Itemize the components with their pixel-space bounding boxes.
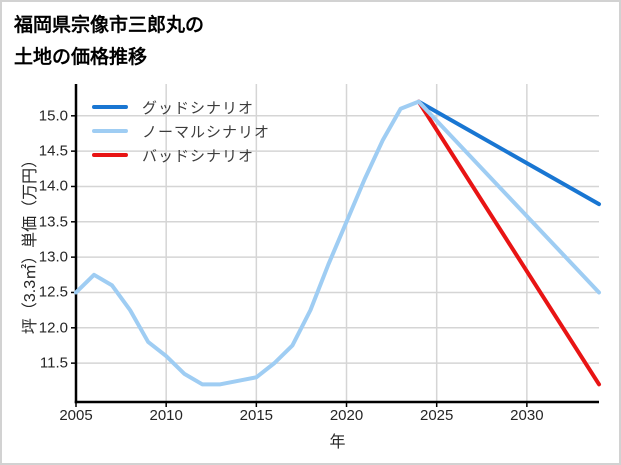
y-tick-label: 14.0 <box>38 177 68 195</box>
y-tick-label: 13.5 <box>38 213 68 231</box>
x-tick-label: 2025 <box>420 407 454 424</box>
legend-label: グッドシナリオ <box>142 99 255 117</box>
legend-swatch-normal-scenario <box>92 129 128 133</box>
y-tick-label: 12.5 <box>38 283 68 301</box>
x-tick-label: 2010 <box>149 407 183 424</box>
line-normal-scenario <box>74 99 601 387</box>
legend: グッドシナリオ ノーマルシナリオ バッドシナリオ <box>92 95 270 167</box>
x-tick-label: 2030 <box>510 407 544 424</box>
chart-title-line1: 福岡県宗像市三郎丸の <box>14 15 205 36</box>
x-tick-label: 2005 <box>59 407 93 424</box>
y-tick-label: 11.5 <box>39 354 68 372</box>
y-tick-label: 14.5 <box>38 142 68 160</box>
y-tick-label: 12.0 <box>38 319 68 337</box>
legend-label: バッドシナリオ <box>142 147 255 165</box>
x-tick-label: 2015 <box>239 407 274 424</box>
chart-title: 福岡県宗像市三郎丸の 土地の価格推移 <box>14 10 204 75</box>
x-axis-label: 年 <box>329 434 346 451</box>
line-good-scenario <box>416 99 601 207</box>
legend-item-normal-scenario: ノーマルシナリオ <box>92 119 270 143</box>
legend-swatch-bad-scenario <box>92 153 128 157</box>
line-bad-scenario <box>416 99 601 387</box>
x-tick-label: 2020 <box>329 407 364 424</box>
legend-item-good-scenario: グッドシナリオ <box>92 95 270 119</box>
legend-item-bad-scenario: バッドシナリオ <box>92 143 270 167</box>
legend-swatch-good-scenario <box>92 105 128 109</box>
chart-title-line2: 土地の価格推移 <box>14 47 148 69</box>
y-tick-label: 13.0 <box>38 248 68 266</box>
legend-label: ノーマルシナリオ <box>142 123 271 141</box>
y-tick-label: 15.0 <box>38 107 68 125</box>
